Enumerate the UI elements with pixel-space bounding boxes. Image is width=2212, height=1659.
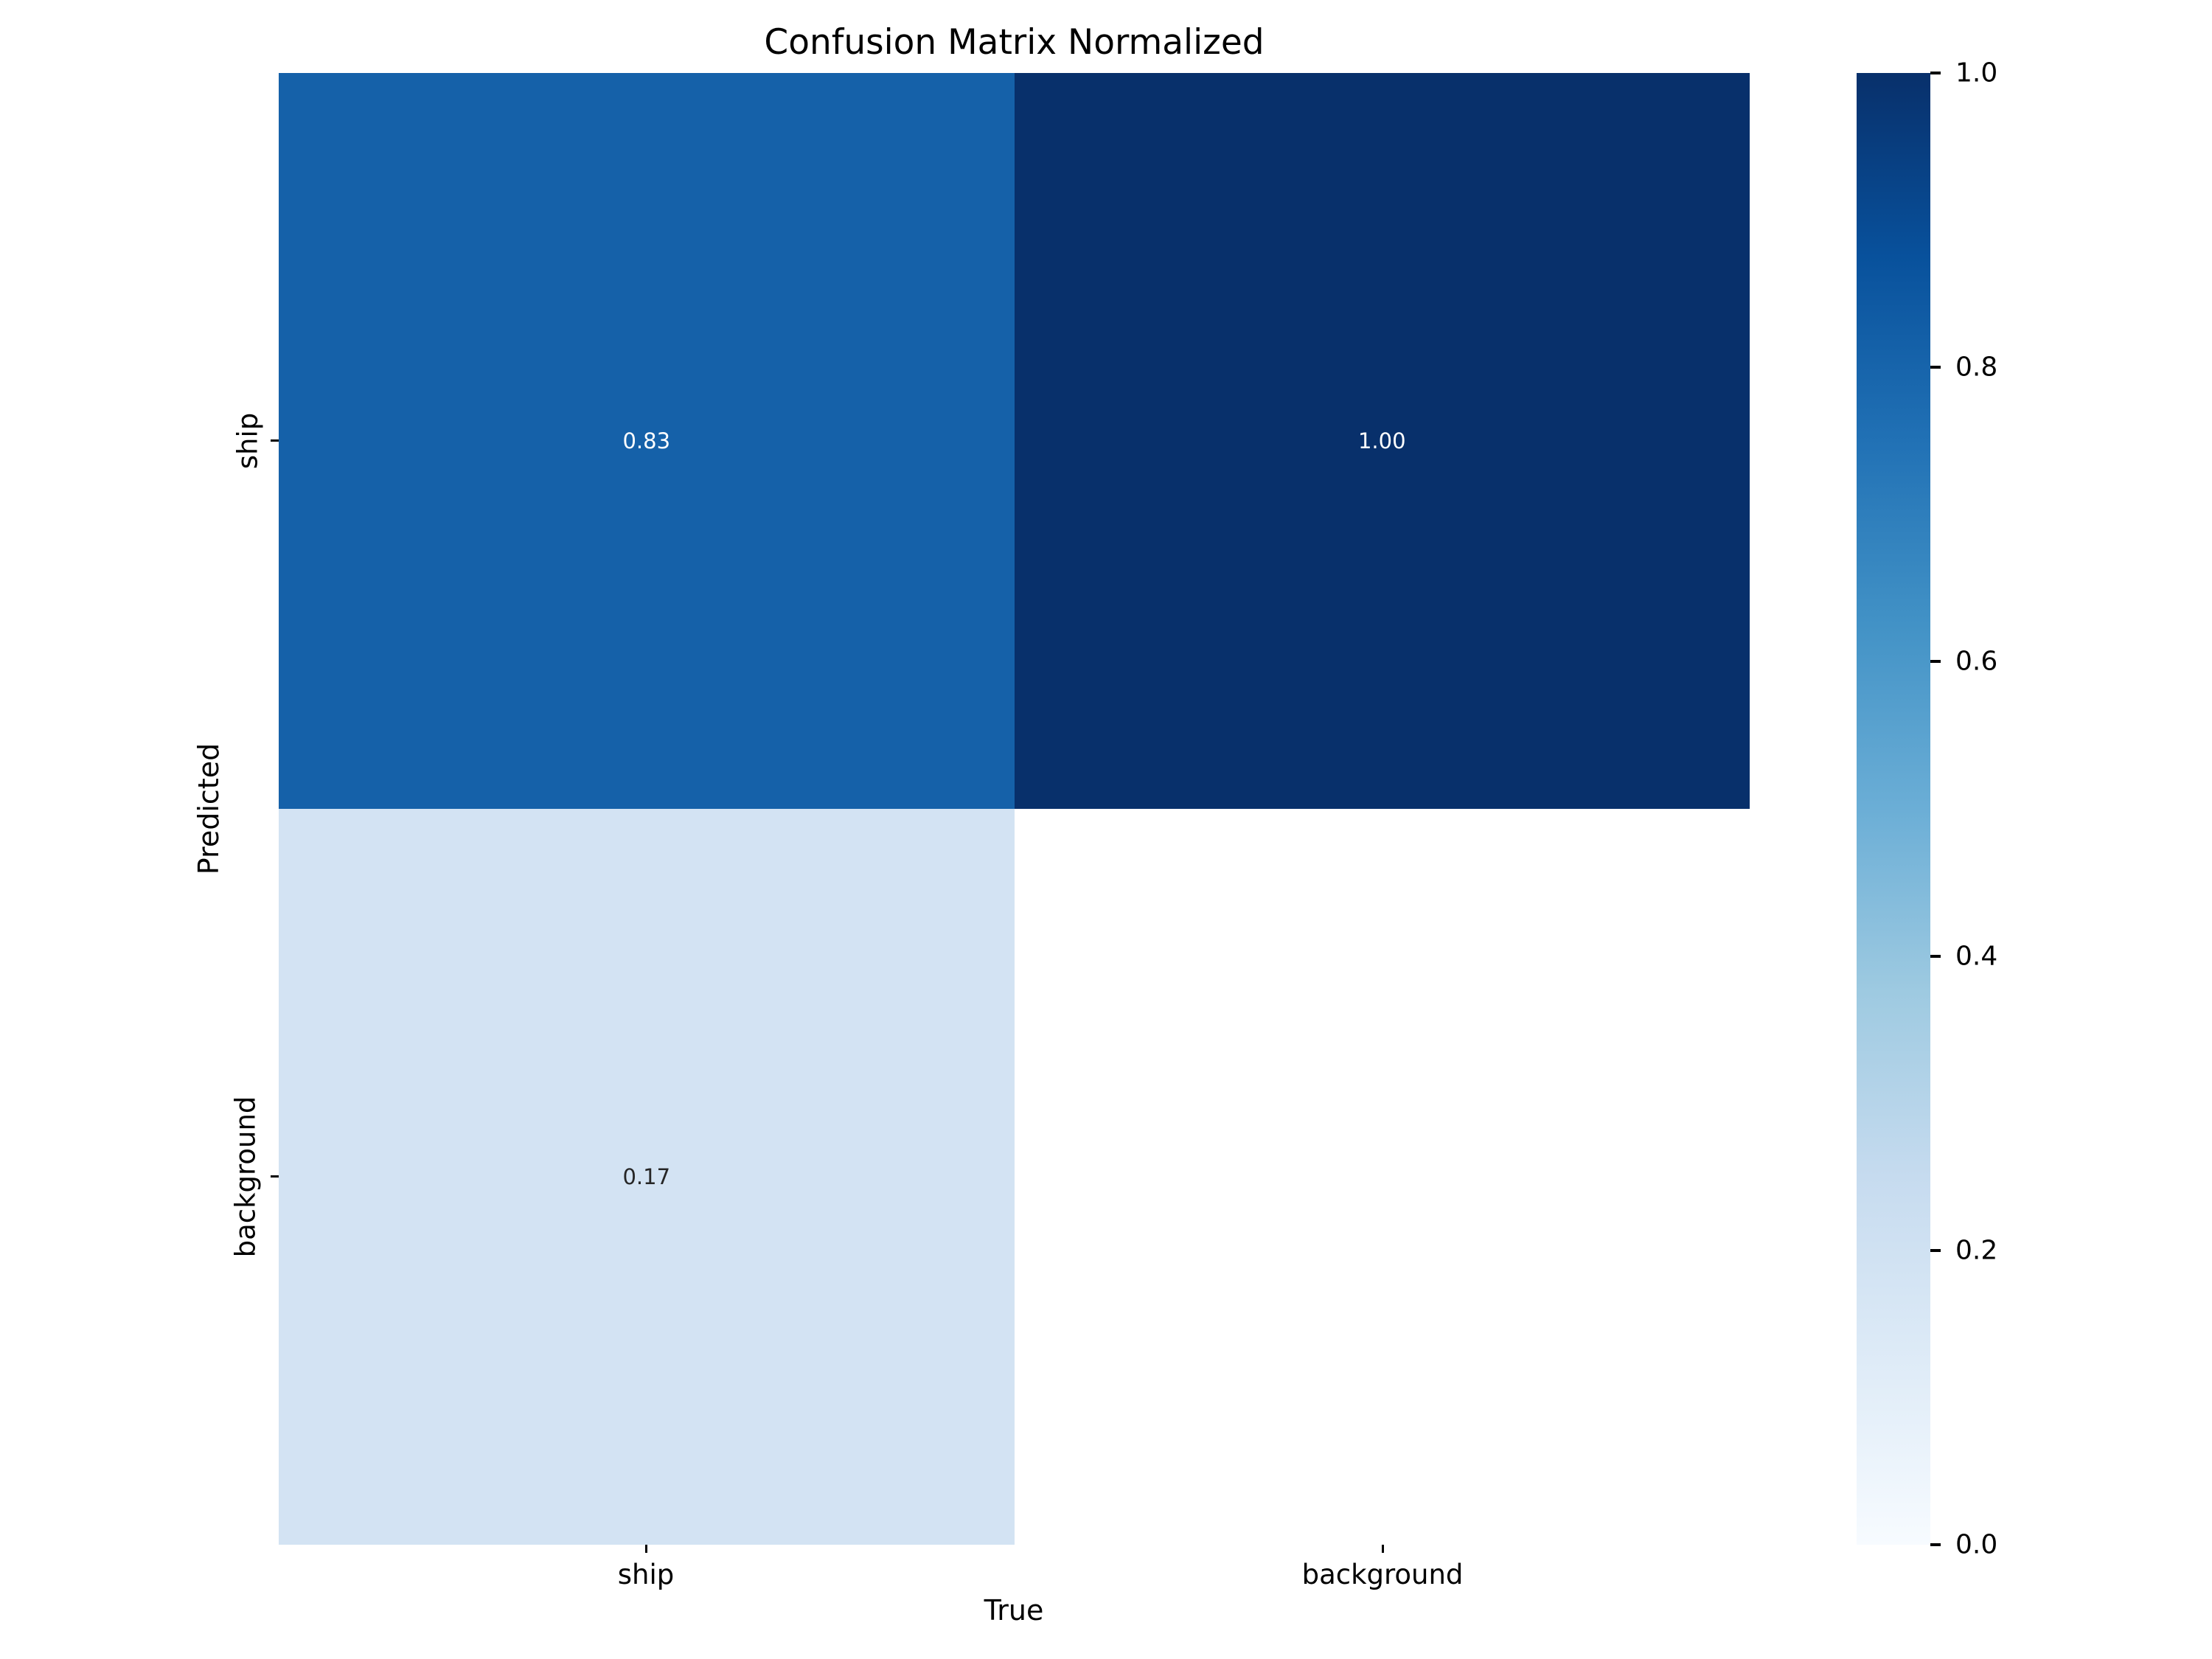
cell-value: 0.83	[622, 428, 671, 453]
colorbar-tick-label: 1.0	[1955, 58, 1998, 88]
x-axis-label: True	[984, 1594, 1044, 1627]
colorbar-tick-mark	[1930, 660, 1941, 664]
y-tick-mark	[271, 1175, 279, 1178]
x-tick-mark	[1382, 1545, 1384, 1553]
colorbar-tick-label: 0.2	[1955, 1235, 1998, 1266]
colorbar-tick-mark	[1930, 954, 1941, 958]
colorbar-tick-mark	[1930, 366, 1941, 369]
chart-title: Confusion Matrix Normalized	[764, 22, 1265, 63]
x-tick-background: background	[1301, 1559, 1464, 1590]
x-tick-mark	[645, 1545, 647, 1553]
heatmap: 0.83 1.00 0.17	[279, 73, 1750, 1545]
colorbar-tick-mark	[1930, 1248, 1941, 1252]
colorbar-tick-mark	[1930, 1543, 1941, 1546]
colorbar-tick-mark	[1930, 72, 1941, 74]
colorbar-ticks: 1.0 0.8 0.6 0.4 0.2 0.0	[1930, 58, 2078, 1560]
x-tick-ship: ship	[617, 1559, 675, 1590]
heatmap-cell-ship-ship: 0.83	[279, 73, 1015, 809]
colorbar-tick-label: 0.8	[1955, 352, 1998, 383]
heatmap-cell-ship-background: 1.00	[1014, 73, 1750, 809]
colorbar-tick-label: 0.6	[1955, 646, 1998, 677]
heatmap-cell-background-ship: 0.17	[279, 809, 1015, 1545]
colorbar-tick-label: 0.0	[1955, 1529, 1998, 1560]
heatmap-cell-background-background	[1014, 809, 1750, 1545]
colorbar-gradient	[1857, 73, 1930, 1545]
y-tick-mark	[271, 439, 279, 442]
cell-value: 0.17	[622, 1164, 671, 1189]
colorbar-tick-label: 0.4	[1955, 941, 1998, 972]
cell-value: 1.00	[1357, 428, 1406, 453]
